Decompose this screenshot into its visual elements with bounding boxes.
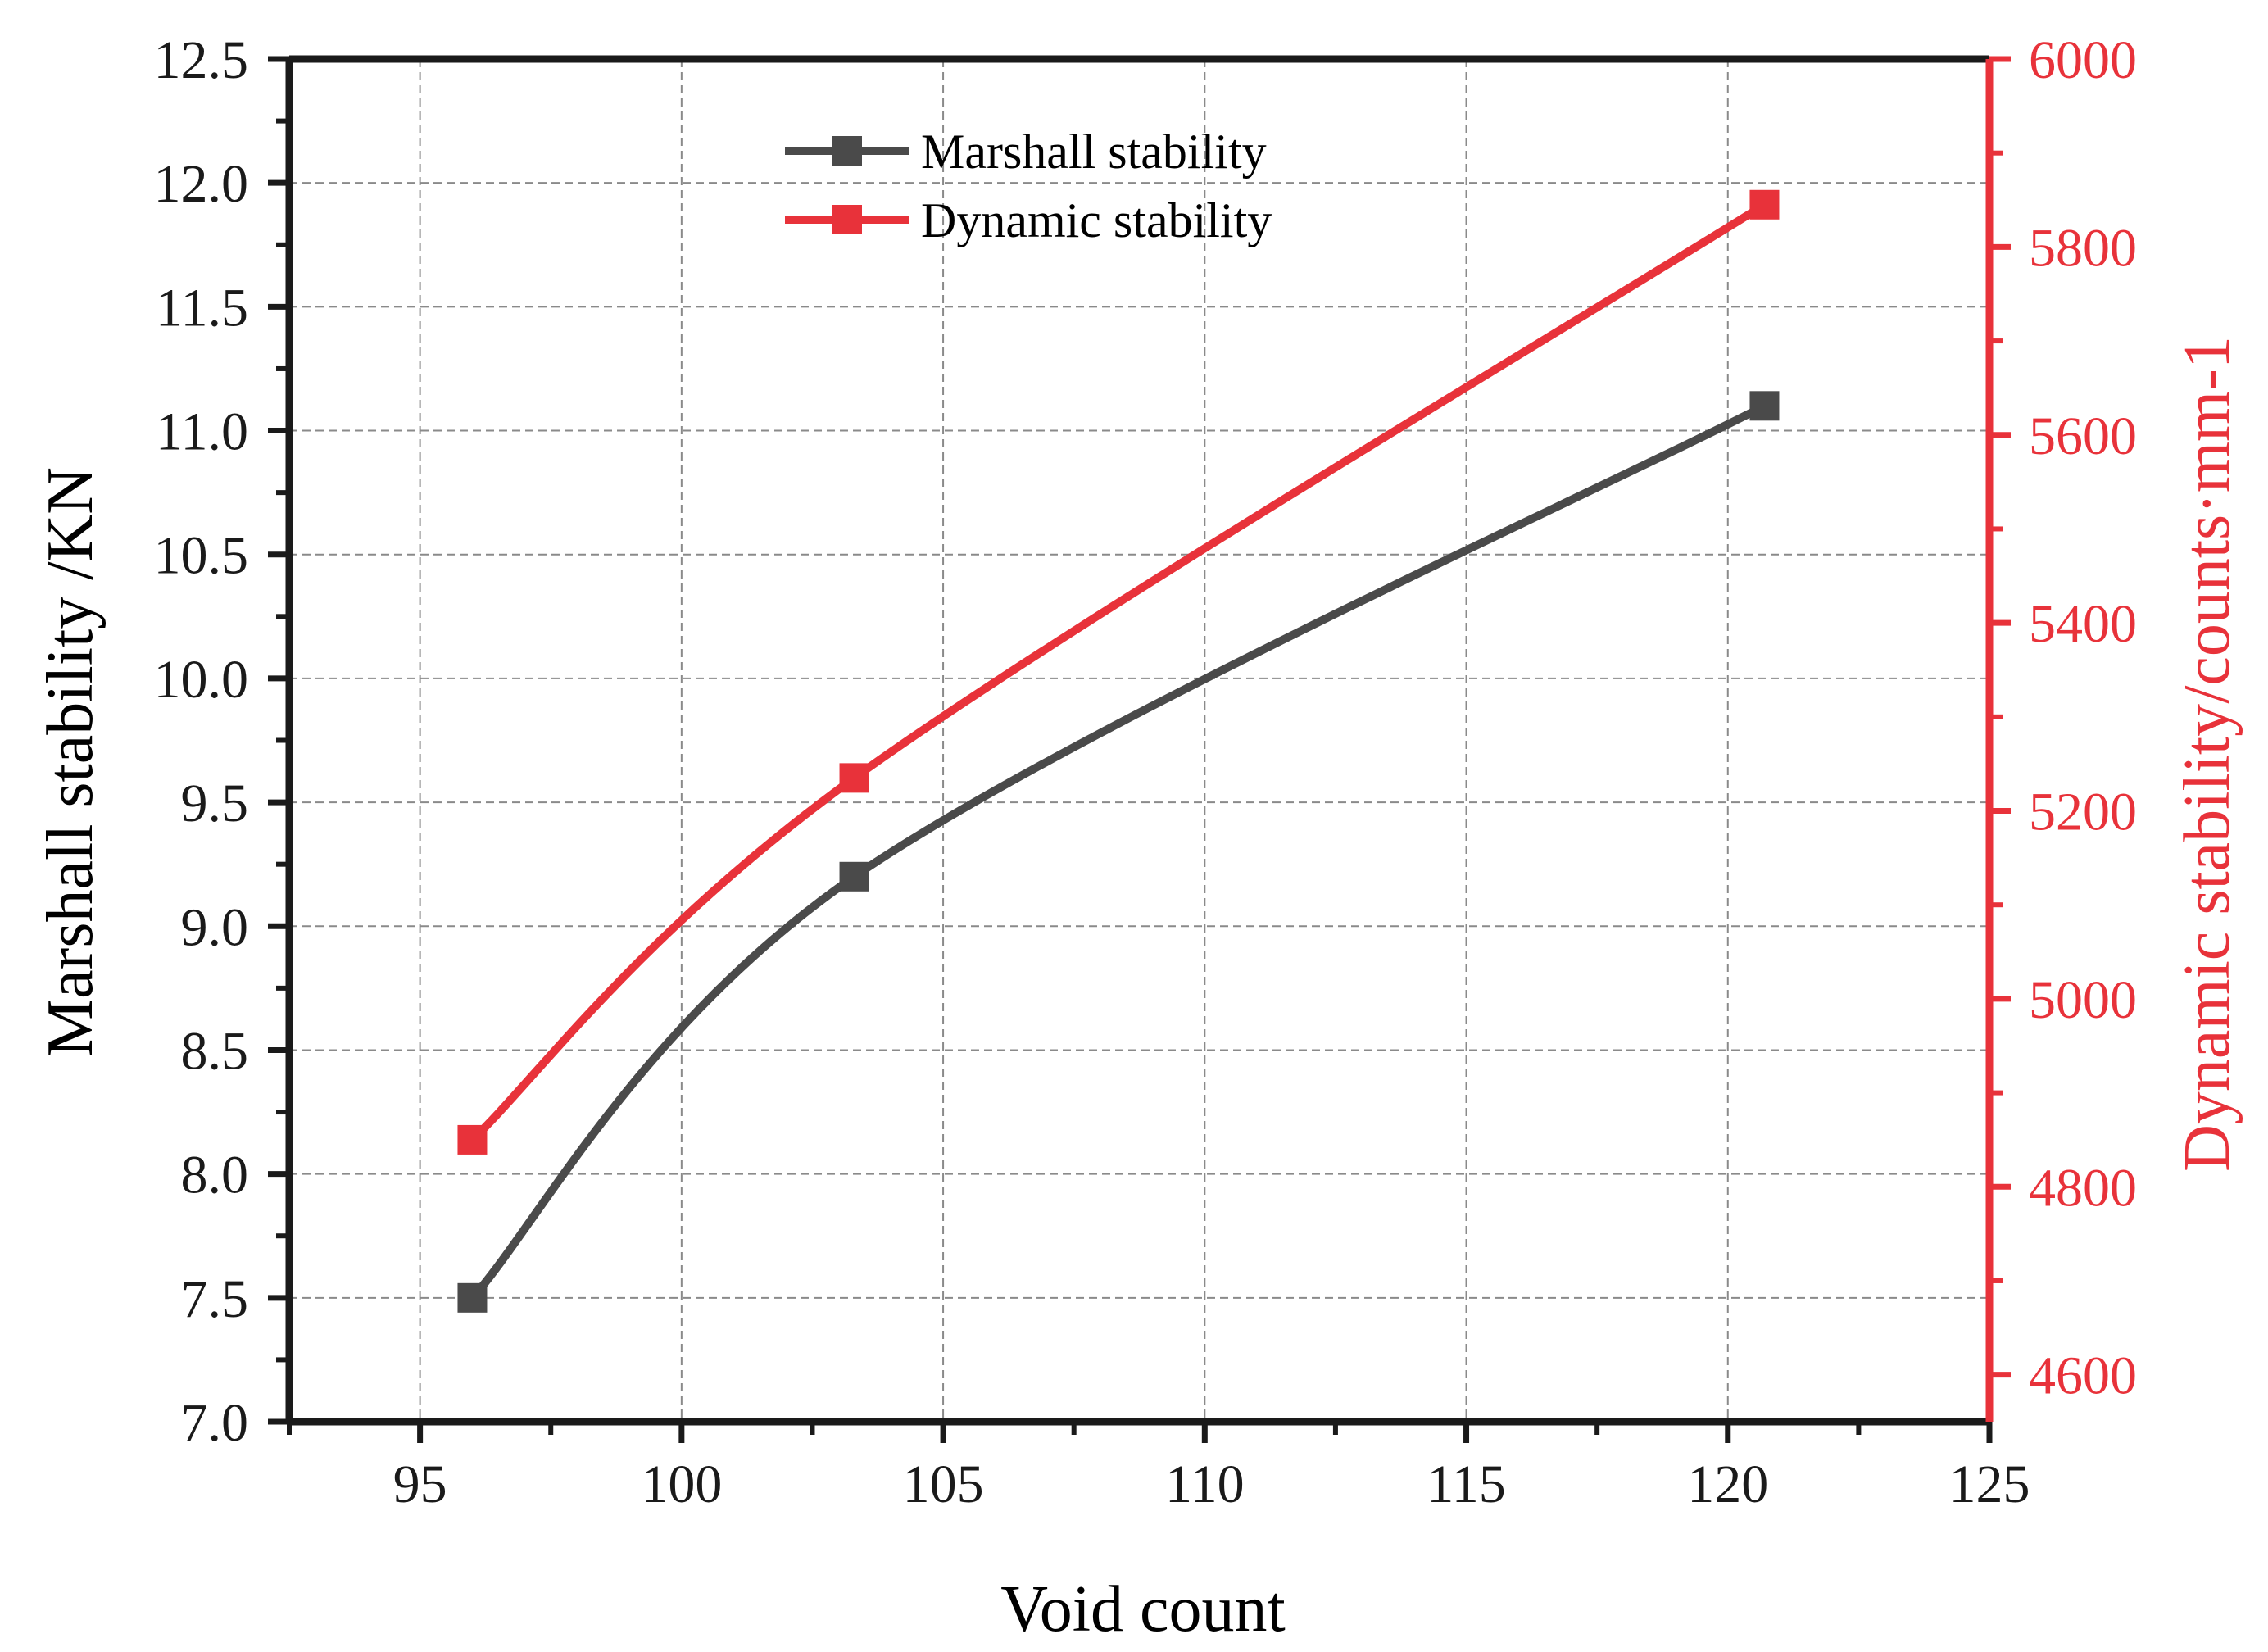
y-tick-label: 9.0 [181,897,249,957]
y-tick-label: 7.0 [181,1393,249,1453]
dynamic-point [457,1124,488,1155]
y-tick-label: 8.5 [181,1021,249,1081]
y-tick-label: 10.5 [154,526,249,586]
y2-tick-label: 4600 [2029,1346,2137,1406]
y-tick-label: 7.5 [181,1269,249,1329]
y2-tick-label: 5800 [2029,218,2137,278]
legend-dynamic-marker [832,205,862,234]
dynamic-point [839,763,869,793]
y2-tick-label: 5000 [2029,970,2137,1030]
x-tick-label: 120 [1687,1455,1768,1514]
x-tick-label: 100 [641,1455,722,1514]
x-tick-label: 125 [1949,1455,2030,1514]
x-tick-label: 110 [1165,1455,1245,1514]
legend-marshall-marker [832,136,862,166]
dynamic-line [468,200,1769,1144]
y-tick-label: 11.0 [156,402,248,462]
y-tick-label: 10.0 [154,650,249,710]
y2-tick-label: 5400 [2029,594,2137,654]
x-tick-label: 115 [1427,1455,1506,1514]
y-tick-label: 12.0 [154,154,249,214]
y2-tick-label: 5200 [2029,783,2137,842]
labels-layer: 95 100 105 110 115 120 125 7.0 7.5 8.0 8.5 9.0 9.5 10… [154,30,2138,1514]
legend-dynamic-label: Dynamic stability [921,193,1272,247]
y2-tick-label: 4800 [2029,1158,2137,1218]
y-tick-label: 12.5 [154,30,249,90]
y-tick-label: 9.5 [181,774,249,833]
marshall-line [468,402,1769,1302]
marshall-point [839,861,869,892]
y-tick-label: 11.5 [156,278,248,338]
grid-layer [289,59,1989,1422]
y2-tick-label: 6000 [2029,30,2137,90]
y-axis-title: Marshall stability /KN [34,467,107,1057]
x-axis-title: Void count [1000,1573,1285,1645]
legend: Marshall stability Dynamic stability [785,125,1272,247]
x-tick-label: 105 [903,1455,984,1514]
y2-axis-title: Dynamic stability/counts·mm-1 [2171,336,2243,1172]
marshall-point [1749,391,1780,421]
series-layer [457,189,1780,1313]
y2-tick-label: 5600 [2029,406,2137,466]
y-tick-label: 8.0 [181,1146,249,1205]
legend-marshall-label: Marshall stability [921,125,1267,179]
x-tick-label: 95 [393,1455,447,1514]
marshall-point [457,1282,488,1313]
dynamic-point [1749,189,1780,220]
ticks-layer [268,56,2011,1443]
